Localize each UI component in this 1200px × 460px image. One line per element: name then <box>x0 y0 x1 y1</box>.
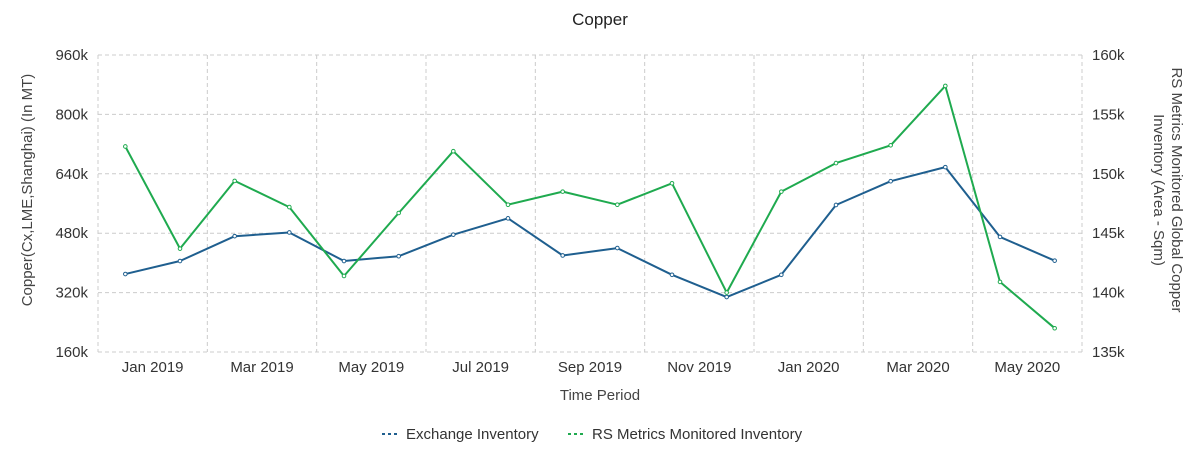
data-point[interactable] <box>177 258 183 264</box>
legend-item-1[interactable]: RS Metrics Monitored Inventory <box>568 426 803 443</box>
legend-label: Exchange Inventory <box>406 426 539 443</box>
left-y-tick-label: 320k <box>55 285 88 302</box>
axes: 160k 320k 480k 640k 800k 960k 135k 140k 145k 150k… <box>55 47 1125 376</box>
data-point[interactable] <box>833 202 839 208</box>
left-y-tick-label: 160k <box>55 344 88 361</box>
data-point[interactable] <box>888 142 893 148</box>
legend: Exchange Inventory RS Metrics Monitored I… <box>382 426 803 443</box>
data-point[interactable] <box>560 189 565 194</box>
data-point[interactable] <box>287 230 292 235</box>
right-y-tick-label: 135k <box>1092 344 1125 361</box>
data-point[interactable] <box>505 202 511 207</box>
chart-title: Copper <box>572 10 628 29</box>
right-y-tick-label: 145k <box>1092 225 1125 242</box>
data-point[interactable] <box>232 178 237 184</box>
series-line-0 <box>125 166 1056 299</box>
data-point[interactable] <box>560 253 565 258</box>
data-point[interactable] <box>1052 258 1057 263</box>
data-point[interactable] <box>615 245 620 251</box>
data-point[interactable] <box>943 83 948 89</box>
x-tick-label: Mar 2020 <box>886 359 949 376</box>
left-y-tick-label: 640k <box>55 166 88 183</box>
grid <box>97 54 1083 353</box>
right-y-axis-label-line: RS Metrics Monitored Global Copper <box>1168 67 1185 312</box>
right-y-tick-label: 160k <box>1092 47 1125 64</box>
series <box>123 83 1057 331</box>
data-point[interactable] <box>123 144 128 149</box>
legend-label: RS Metrics Monitored Inventory <box>592 426 803 443</box>
x-tick-label: Nov 2019 <box>667 359 731 376</box>
data-point[interactable] <box>669 181 675 186</box>
data-point[interactable] <box>724 290 729 295</box>
left-y-tick-label: 480k <box>55 225 88 242</box>
x-axis-label: Time Period <box>560 387 640 404</box>
right-y-axis-label: RS Metrics Monitored Global CopperInvent… <box>1150 67 1185 312</box>
data-point[interactable] <box>779 272 784 278</box>
data-point[interactable] <box>669 272 675 278</box>
data-point[interactable] <box>232 233 237 239</box>
data-point[interactable] <box>451 148 456 154</box>
data-point[interactable] <box>888 178 893 184</box>
x-tick-label: Mar 2019 <box>230 359 293 376</box>
data-point[interactable] <box>833 160 839 166</box>
right-y-axis-label-line: Inventory (Area - Sqm) <box>1150 114 1167 266</box>
data-point[interactable] <box>341 273 347 279</box>
right-y-tick-label: 150k <box>1092 166 1125 183</box>
x-tick-label: May 2020 <box>994 359 1060 376</box>
x-tick-label: Jul 2019 <box>452 359 509 376</box>
series-line-1 <box>124 84 1056 329</box>
x-tick-label: Jan 2020 <box>778 359 840 376</box>
data-point[interactable] <box>997 234 1003 240</box>
legend-item-0[interactable]: Exchange Inventory <box>382 426 539 443</box>
x-tick-label: Sep 2019 <box>558 359 622 376</box>
data-point[interactable] <box>724 294 729 300</box>
data-point[interactable] <box>615 202 620 207</box>
data-point[interactable] <box>177 246 183 251</box>
data-point[interactable] <box>451 232 456 237</box>
data-point[interactable] <box>341 258 347 264</box>
data-point[interactable] <box>287 204 292 210</box>
data-point[interactable] <box>396 210 401 216</box>
left-y-tick-label: 800k <box>55 106 88 123</box>
data-point[interactable] <box>997 279 1003 285</box>
data-point[interactable] <box>943 164 948 170</box>
data-point[interactable] <box>779 189 784 194</box>
data-point[interactable] <box>396 253 401 259</box>
right-y-tick-label: 140k <box>1092 285 1125 302</box>
data-point[interactable] <box>123 271 128 277</box>
right-y-tick-label: 155k <box>1092 106 1125 123</box>
left-y-axis-label: Copper(Cx,LME,Shanghai) (In MT) <box>19 74 36 307</box>
left-y-tick-label: 960k <box>55 47 88 64</box>
data-point[interactable] <box>505 216 511 221</box>
data-point[interactable] <box>1052 325 1057 331</box>
x-tick-label: May 2019 <box>338 359 404 376</box>
x-tick-label: Jan 2019 <box>122 359 184 376</box>
